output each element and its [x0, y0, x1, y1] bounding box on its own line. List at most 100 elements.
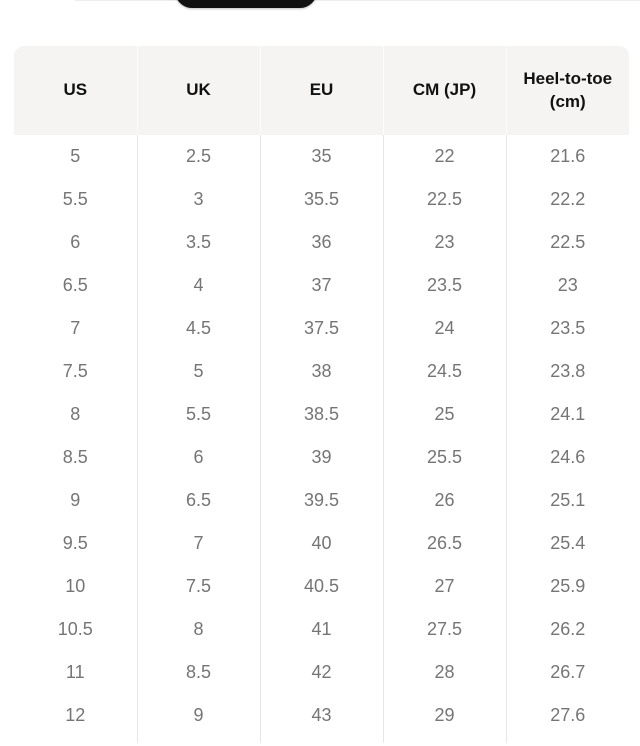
table-cell: 27 [382, 565, 506, 608]
table-cell: 27.5 [382, 608, 506, 651]
table-row: 8.5 6 39 25.5 24.6 [14, 436, 629, 479]
table-cell [259, 737, 383, 743]
table-row: 12 9 43 29 27.6 [14, 694, 629, 737]
table-cell: 12 [65, 705, 86, 725]
table-row: 10 7.5 40.5 27 25.9 [14, 565, 629, 608]
table-row: 6.5 4 37 23.5 23 [14, 264, 629, 307]
table-cell: 22.2 [505, 178, 629, 221]
table-row: 7 4.5 37.5 24 23.5 [14, 307, 629, 350]
table-cell: 5.5 [62, 189, 88, 209]
table-cell: 2.5 [136, 135, 260, 178]
table-cell: 42 [259, 651, 383, 694]
table-cell: 24.5 [382, 350, 506, 393]
table-cell: 9 [70, 490, 81, 510]
table-cell: 5 [70, 146, 81, 166]
table-row: 10.5 8 41 27.5 26.2 [14, 608, 629, 651]
table-cell: 25 [382, 393, 506, 436]
table-row: 9 6.5 39.5 26 25.1 [14, 479, 629, 522]
table-cell: 24.6 [505, 436, 629, 479]
table-cell: 4.5 [136, 307, 260, 350]
table-cell: 40 [259, 522, 383, 565]
table-cell: 39.5 [259, 479, 383, 522]
table-cell: 35.5 [259, 178, 383, 221]
table-cell: 27.6 [505, 694, 629, 737]
table-cell: 39 [259, 436, 383, 479]
table-cell: 3 [136, 178, 260, 221]
column-header-us: US [14, 46, 137, 135]
table-cell: 37.5 [259, 307, 383, 350]
table-cell: 8.5 [136, 651, 260, 694]
table-cell: 6 [136, 436, 260, 479]
table-cell: 26.7 [505, 651, 629, 694]
table-row: 11 8.5 42 28 26.7 [14, 651, 629, 694]
table-cell: 6.5 [136, 479, 260, 522]
table-cell: 36 [259, 221, 383, 264]
table-cell: 38.5 [259, 393, 383, 436]
table-cell: 7 [136, 522, 260, 565]
top-divider-line [75, 0, 640, 1]
table-cell: 37 [259, 264, 383, 307]
table-cell: 10.5 [57, 619, 93, 639]
table-cell [14, 737, 137, 743]
table-row: 5 2.5 35 22 21.6 [14, 135, 629, 178]
table-cell: 24 [382, 307, 506, 350]
selected-tab-pill[interactable] [175, 0, 317, 8]
table-row: 7.5 5 38 24.5 23.8 [14, 350, 629, 393]
table-cell: 43 [259, 694, 383, 737]
table-cell [505, 737, 629, 743]
table-cell: 22.5 [505, 221, 629, 264]
table-cell: 8 [136, 608, 260, 651]
header-row: US UK EU CM (JP) Heel-to-toe (cm) [14, 46, 629, 135]
table-cell: 5.5 [136, 393, 260, 436]
column-header-uk: UK [136, 46, 260, 135]
table-cell: 23.5 [505, 307, 629, 350]
table-cell: 7.5 [136, 565, 260, 608]
column-header-cm-jp: CM (JP) [382, 46, 506, 135]
size-chart: US UK EU CM (JP) Heel-to-toe (cm) 5 2.5 35… [14, 46, 629, 743]
table-cell: 25.9 [505, 565, 629, 608]
table-cell: 5 [136, 350, 260, 393]
table-cell: 7.5 [62, 361, 88, 381]
table-cell: 23.8 [505, 350, 629, 393]
table-row: 5.5 3 35.5 22.5 22.2 [14, 178, 629, 221]
table-cell: 23.5 [382, 264, 506, 307]
table-cell: 8.5 [62, 447, 88, 467]
table-cell: 22.5 [382, 178, 506, 221]
table-cell: 26.2 [505, 608, 629, 651]
table-row: 6 3.5 36 23 22.5 [14, 221, 629, 264]
table-cell: 11 [65, 662, 85, 682]
table-cell: 25.1 [505, 479, 629, 522]
table-cell [382, 737, 506, 743]
table-cell: 6.5 [62, 275, 88, 295]
table-cell: 35 [259, 135, 383, 178]
table-cell: 10 [65, 576, 86, 596]
table-cell: 23 [505, 264, 629, 307]
table-row: 9.5 7 40 26.5 25.4 [14, 522, 629, 565]
size-chart-body: 5 2.5 35 22 21.6 5.5 3 35.5 22.5 22.2 6 3.5 36 23 22.5… [14, 135, 629, 743]
table-cell: 25.5 [382, 436, 506, 479]
table-cell: 8 [70, 404, 81, 424]
table-cell: 22 [382, 135, 506, 178]
table-cell: 29 [382, 694, 506, 737]
table-cell: 6 [70, 232, 81, 252]
column-header-heel-to-toe: Heel-to-toe (cm) [505, 46, 629, 135]
size-chart-header: US UK EU CM (JP) Heel-to-toe (cm) [14, 46, 629, 135]
table-cell: 3.5 [136, 221, 260, 264]
table-cell: 28 [382, 651, 506, 694]
table-cell: 41 [259, 608, 383, 651]
table-cell: 26.5 [382, 522, 506, 565]
table-cell: 40.5 [259, 565, 383, 608]
table-cell: 25.4 [505, 522, 629, 565]
table-cell: 21.6 [505, 135, 629, 178]
column-header-eu: EU [259, 46, 383, 135]
size-chart-table: US UK EU CM (JP) Heel-to-toe (cm) 5 2.5 35… [14, 46, 629, 743]
table-cell: 24.1 [505, 393, 629, 436]
table-cell: 26 [382, 479, 506, 522]
table-row-cutoff [14, 737, 629, 743]
table-cell: 9.5 [62, 533, 88, 553]
table-cell: 38 [259, 350, 383, 393]
table-cell: 7 [70, 318, 81, 338]
table-cell: 23 [382, 221, 506, 264]
table-row: 8 5.5 38.5 25 24.1 [14, 393, 629, 436]
table-cell: 9 [136, 694, 260, 737]
